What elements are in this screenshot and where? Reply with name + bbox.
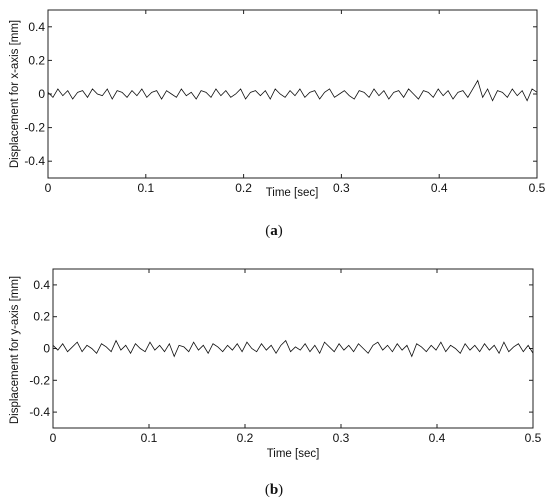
- x-tick-label: 0.3: [333, 181, 350, 195]
- caption-letter: a: [270, 223, 278, 239]
- x-tick-label: 0.3: [333, 431, 350, 445]
- caption-b: (b): [265, 482, 283, 498]
- y-ticks: 0.4 0.2 0 -0.2 -0.4: [29, 278, 533, 419]
- y-axis-label: Displacement for y-axis [mm]: [9, 276, 21, 424]
- plot-frame: [47, 9, 538, 179]
- y-tick-label: -0.2: [24, 121, 45, 135]
- y-tick-label: -0.4: [29, 405, 50, 419]
- caption-a: (a): [265, 223, 283, 239]
- y-tick-label: 0: [38, 87, 45, 101]
- x-ticks: 0 0.1 0.2 0.3 0.4 0.5: [50, 269, 542, 445]
- panel-b: 0 0.1 0.2 0.3 0.4 0.5 0.4 0.2 0 -0.2 -0.4 Time [s…: [9, 268, 542, 498]
- y-tick-label: 0.4: [28, 20, 45, 34]
- series-line-y-displacement: [52, 339, 534, 358]
- x-tick-label: 0.2: [235, 181, 252, 195]
- x-tick-label: 0.4: [429, 431, 446, 445]
- y-tick-label: 0.2: [28, 53, 45, 67]
- caption-letter: b: [270, 482, 278, 498]
- x-tick-label: 0.1: [141, 431, 158, 445]
- x-ticks: 0 0.1 0.2 0.3 0.4 0.5: [45, 10, 546, 195]
- x-tick-label: 0.2: [237, 431, 254, 445]
- y-tick-label: 0.4: [33, 278, 50, 292]
- y-tick-label: -0.2: [29, 373, 50, 387]
- series-line-x-displacement: [47, 79, 538, 102]
- x-tick-label: 0.1: [137, 181, 154, 195]
- x-axis-label: Time [sec]: [266, 187, 319, 199]
- x-tick-label: 0: [50, 431, 57, 445]
- y-ticks: 0.4 0.2 0 -0.2 -0.4: [24, 20, 537, 168]
- x-tick-label: 0.5: [529, 181, 546, 195]
- y-tick-label: 0: [43, 342, 50, 356]
- panel-a: 0 0.1 0.2 0.3 0.4 0.5 0.4 0.2 0 -0.2 -0.4 Time [s…: [9, 9, 546, 239]
- y-tick-label: -0.4: [24, 154, 45, 168]
- y-tick-label: 0.2: [33, 310, 50, 324]
- y-axis-label: Displacement for x-axis [mm]: [9, 20, 21, 168]
- x-tick-label: 0: [45, 181, 52, 195]
- x-tick-label: 0.4: [431, 181, 448, 195]
- x-axis-label: Time [sec]: [267, 448, 320, 460]
- x-tick-label: 0.5: [525, 431, 542, 445]
- plot-frame: [52, 268, 534, 429]
